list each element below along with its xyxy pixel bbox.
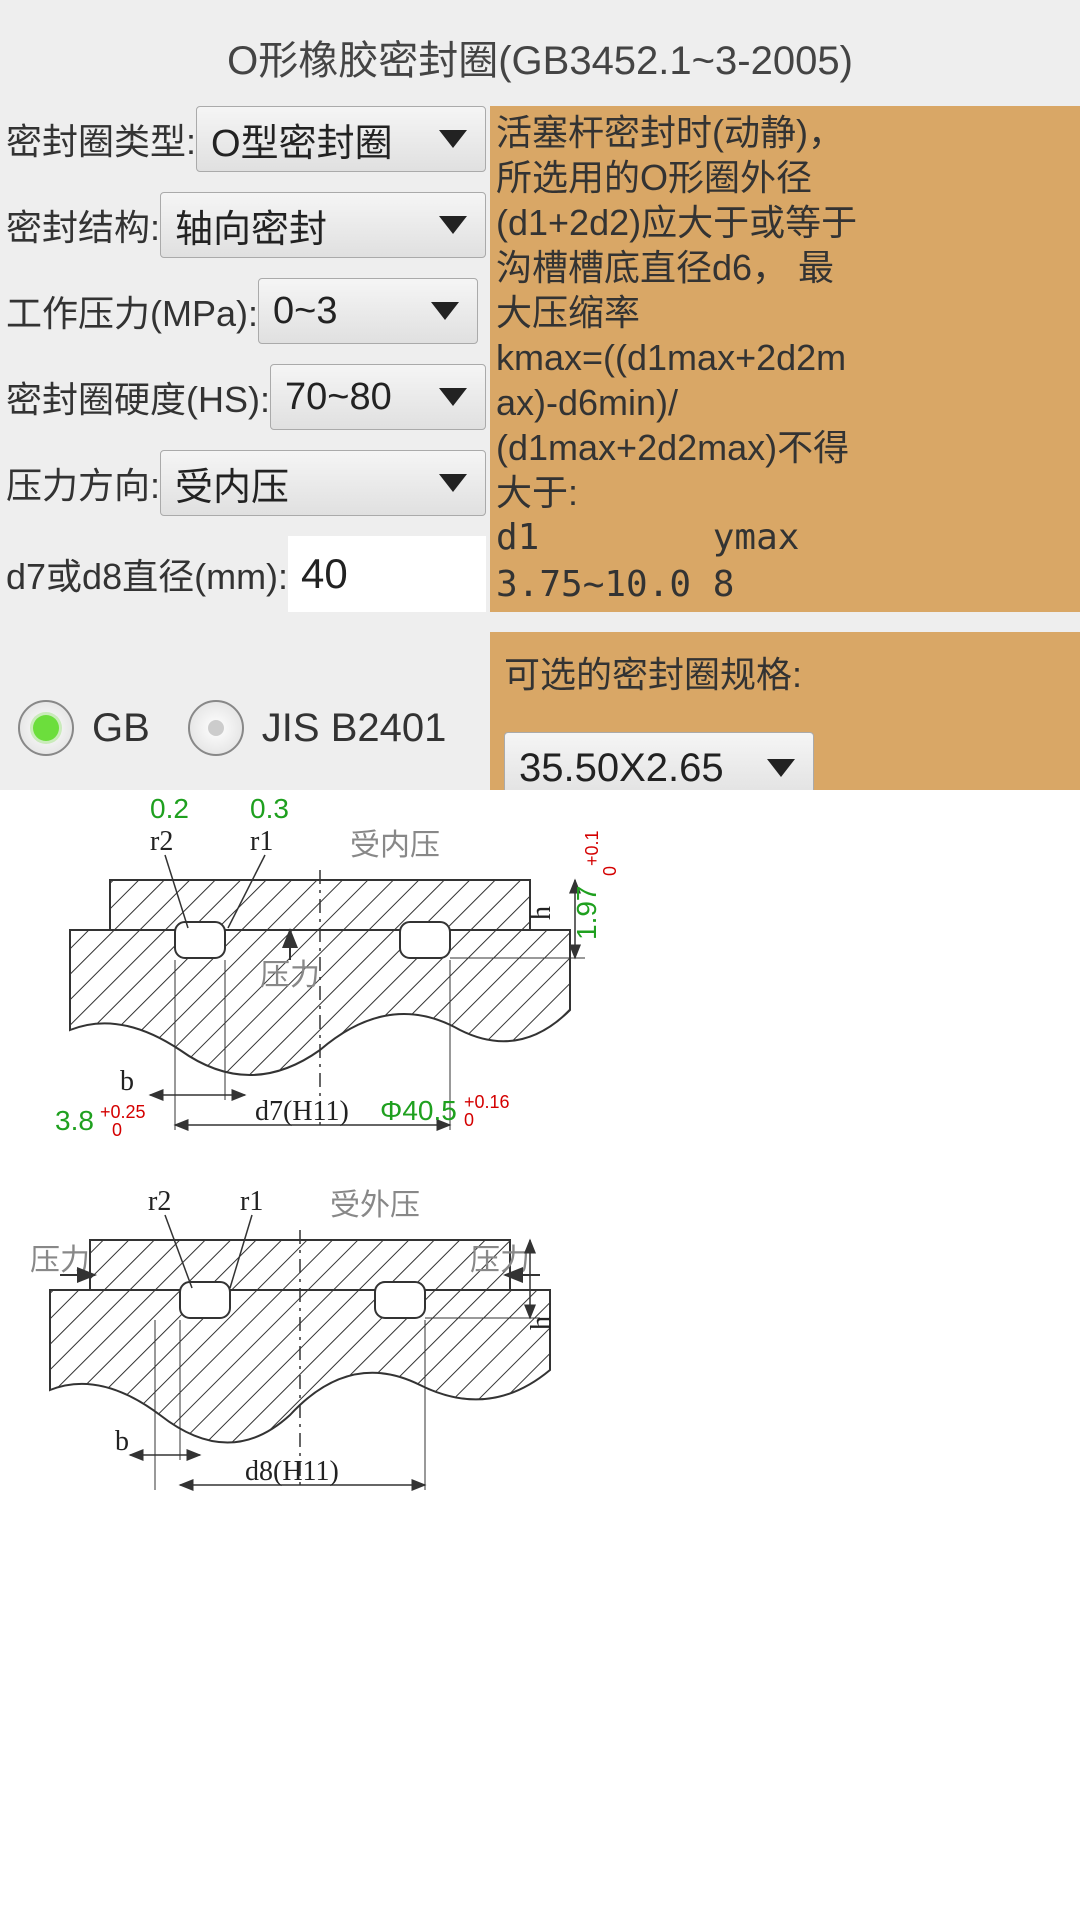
info-line: (d1+2d2)应大于或等于 bbox=[496, 200, 1074, 245]
info-line: kmax=((d1max+2d2m bbox=[496, 335, 1074, 380]
info-line: 沟槽槽底直径d6， 最 bbox=[496, 245, 1074, 290]
row-pressure: 工作压力(MPa): 0~3 bbox=[6, 278, 486, 344]
info-line: 所选用的O形圈外径 bbox=[496, 155, 1074, 200]
seal-type-label: 密封圈类型: bbox=[6, 113, 196, 165]
pressure-label-left: 压力 bbox=[30, 1244, 90, 1277]
h-upper-tol: +0.1 bbox=[582, 830, 602, 866]
info-line: ax)-d6min)/ bbox=[496, 380, 1074, 425]
diagram-area: 0.2 0.3 r2 r1 受内压 压力 h 1.97 +0.1 0 b 3.8… bbox=[0, 790, 1080, 1920]
r2-value: 0.2 bbox=[150, 793, 189, 824]
chevron-down-icon bbox=[767, 759, 795, 777]
phi-lower-tol: 0 bbox=[464, 1110, 474, 1130]
d8-label: d8(H11) bbox=[245, 1456, 339, 1487]
r1-label-2: r1 bbox=[240, 1186, 263, 1217]
r2-label: r2 bbox=[150, 826, 173, 857]
gb-label: GB bbox=[92, 706, 150, 751]
info-panel: 活塞杆密封时(动静)， 所选用的O形圈外径 (d1+2d2)应大于或等于 沟槽槽… bbox=[490, 106, 1080, 612]
jis-radio[interactable] bbox=[188, 700, 244, 756]
hardness-value: 70~80 bbox=[285, 376, 392, 419]
diagram1-title: 受内压 bbox=[350, 829, 440, 862]
phi-value: Φ40.5 bbox=[380, 1095, 457, 1126]
row-direction: 压力方向: 受内压 bbox=[6, 450, 486, 516]
info-line: 大于: bbox=[496, 470, 1074, 515]
info-line: (d1max+2d2max)不得 bbox=[496, 425, 1074, 470]
b-label-2: b bbox=[115, 1426, 129, 1457]
jis-label: JIS B2401 bbox=[262, 706, 447, 751]
h-label-2: h bbox=[526, 1316, 557, 1330]
chevron-down-icon bbox=[439, 130, 467, 148]
engineering-diagram: 0.2 0.3 r2 r1 受内压 压力 h 1.97 +0.1 0 b 3.8… bbox=[0, 790, 1080, 1920]
seal-struct-label: 密封结构: bbox=[6, 199, 160, 251]
chevron-down-icon bbox=[431, 302, 459, 320]
seal-type-dropdown[interactable]: O型密封圈 bbox=[196, 106, 486, 172]
spec-heading: 可选的密封圈规格: bbox=[504, 646, 1070, 698]
r2-label-2: r2 bbox=[148, 1186, 171, 1217]
b-label: b bbox=[120, 1066, 134, 1097]
seal-struct-value: 轴向密封 bbox=[175, 198, 327, 253]
seal-type-value: O型密封圈 bbox=[211, 112, 393, 167]
phi-upper-tol: +0.16 bbox=[464, 1092, 510, 1112]
radio-row: GB JIS B2401 bbox=[0, 700, 446, 756]
row-seal-struct: 密封结构: 轴向密封 bbox=[6, 192, 486, 258]
row-diameter: d7或d8直径(mm): 40 bbox=[6, 536, 486, 612]
form-column: 密封圈类型: O型密封圈 密封结构: 轴向密封 工作压力(MPa): 0~3 密… bbox=[0, 106, 490, 632]
b-lower-tol: 0 bbox=[112, 1120, 122, 1140]
pressure-value: 0~3 bbox=[273, 290, 337, 333]
h-lower-tol: 0 bbox=[600, 866, 620, 876]
r1-value: 0.3 bbox=[250, 793, 289, 824]
info-table-header: d1 ymax bbox=[496, 515, 1074, 562]
hardness-dropdown[interactable]: 70~80 bbox=[270, 364, 486, 430]
diagram2-title: 受外压 bbox=[330, 1189, 420, 1222]
page-title: O形橡胶密封圈(GB3452.1~3-2005) bbox=[0, 0, 1080, 106]
pressure-dropdown[interactable]: 0~3 bbox=[258, 278, 478, 344]
b-value: 3.8 bbox=[55, 1105, 94, 1136]
spec-value: 35.50X2.65 bbox=[519, 746, 724, 791]
pressure-label-right: 压力 bbox=[470, 1244, 530, 1277]
diameter-input[interactable]: 40 bbox=[288, 536, 486, 612]
chevron-down-icon bbox=[439, 474, 467, 492]
d7-label: d7(H11) bbox=[255, 1096, 349, 1127]
diameter-label: d7或d8直径(mm): bbox=[6, 548, 288, 600]
gb-radio[interactable] bbox=[18, 700, 74, 756]
info-line: 大压缩率 bbox=[496, 290, 1074, 335]
row-seal-type: 密封圈类型: O型密封圈 bbox=[6, 106, 486, 172]
direction-value: 受内压 bbox=[175, 456, 289, 511]
pressure-label: 压力 bbox=[260, 959, 320, 992]
top-area: 密封圈类型: O型密封圈 密封结构: 轴向密封 工作压力(MPa): 0~3 密… bbox=[0, 106, 1080, 632]
chevron-down-icon bbox=[439, 388, 467, 406]
info-table-row: 3.75~10.0 8 bbox=[496, 562, 1074, 609]
direction-dropdown[interactable]: 受内压 bbox=[160, 450, 486, 516]
h-value: 1.97 bbox=[571, 886, 602, 941]
direction-label: 压力方向: bbox=[6, 457, 160, 509]
hardness-label: 密封圈硬度(HS): bbox=[6, 371, 270, 423]
row-hardness: 密封圈硬度(HS): 70~80 bbox=[6, 364, 486, 430]
diameter-value: 40 bbox=[301, 550, 348, 598]
r1-label: r1 bbox=[250, 826, 273, 857]
h-label: h bbox=[526, 906, 557, 920]
chevron-down-icon bbox=[439, 216, 467, 234]
info-line: 活塞杆密封时(动静)， bbox=[496, 110, 1074, 155]
seal-struct-dropdown[interactable]: 轴向密封 bbox=[160, 192, 486, 258]
pressure-label: 工作压力(MPa): bbox=[6, 285, 258, 337]
info-table-row: 10.6~25 6 bbox=[496, 609, 1074, 612]
b-upper-tol: +0.25 bbox=[100, 1102, 146, 1122]
